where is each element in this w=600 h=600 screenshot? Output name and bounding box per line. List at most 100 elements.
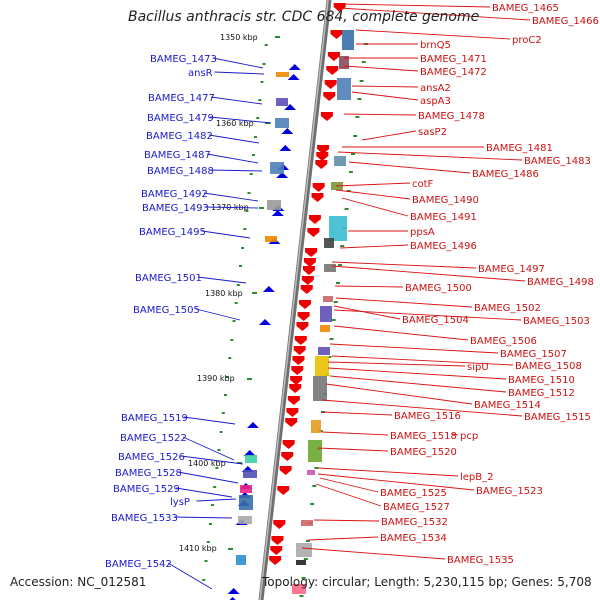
reverse-gene-arrow bbox=[293, 346, 306, 355]
right-leader-line bbox=[319, 477, 379, 493]
reverse-gene-arrow bbox=[311, 193, 324, 202]
forward-gene-arrow bbox=[287, 74, 300, 80]
left-gene-label: BAMEG_1528 bbox=[115, 468, 182, 479]
reverse-gene-arrow bbox=[290, 376, 303, 385]
reverse-gene-arrow bbox=[324, 80, 337, 89]
reverse-gene-arrow bbox=[297, 312, 310, 321]
reverse-gene-arrow bbox=[282, 440, 295, 449]
feature-block bbox=[239, 495, 253, 510]
feature-block bbox=[324, 238, 334, 248]
right-gene-label: BAMEG_1512 bbox=[508, 388, 575, 399]
right-gene-label: BAMEG_1498 bbox=[527, 277, 594, 288]
reverse-gene-arrow bbox=[316, 152, 329, 161]
right-gene-label: sasP2 bbox=[418, 127, 447, 138]
left-gene-label: BAMEG_1488 bbox=[147, 166, 214, 177]
left-leader-line bbox=[206, 153, 259, 164]
left-leader-line bbox=[201, 230, 251, 239]
right-leader-line bbox=[333, 305, 401, 320]
left-leader-line bbox=[173, 516, 233, 519]
right-leader-line bbox=[343, 65, 419, 72]
right-leader-line bbox=[327, 361, 466, 367]
left-gene-label: BAMEG_1522 bbox=[120, 433, 187, 444]
left-gene-label: ansR bbox=[188, 68, 213, 79]
left-gene-label: BAMEG_1501 bbox=[135, 273, 202, 284]
right-gene-label: BAMEG_1525 bbox=[380, 488, 447, 499]
feature-block bbox=[276, 98, 288, 106]
right-gene-label: ppsA bbox=[410, 227, 435, 238]
right-gene-label: BAMEG_1490 bbox=[412, 195, 479, 206]
right-gene-label: aspA3 bbox=[420, 96, 451, 107]
right-gene-label: cotF bbox=[412, 179, 434, 190]
right-leader-line bbox=[337, 151, 523, 161]
reverse-gene-arrow bbox=[333, 3, 346, 12]
left-gene-label: BAMEG_1482 bbox=[146, 131, 213, 142]
right-gene-label: BAMEG_1500 bbox=[405, 283, 472, 294]
left-leader-line bbox=[204, 206, 259, 209]
feature-block bbox=[323, 296, 333, 302]
reverse-gene-arrow bbox=[302, 266, 315, 275]
kbp-marker: 1390 kbp bbox=[197, 374, 235, 383]
left-leader-line bbox=[209, 116, 272, 124]
feature-block bbox=[315, 356, 329, 376]
right-gene-label: BAMEG_1527 bbox=[383, 502, 450, 513]
right-gene-label: BAMEG_1534 bbox=[380, 533, 447, 544]
reverse-gene-arrow bbox=[317, 145, 330, 154]
kbp-marker: 1410 kbp bbox=[179, 544, 217, 553]
right-gene-label: BAMEG_1486 bbox=[472, 169, 539, 180]
right-gene-label: BAMEG_1481 bbox=[486, 143, 553, 154]
left-gene-label: BAMEG_1533 bbox=[111, 513, 178, 524]
reverse-gene-arrow bbox=[327, 52, 340, 61]
left-leader-line bbox=[195, 308, 241, 321]
right-leader-line bbox=[327, 367, 507, 380]
right-leader-line bbox=[313, 519, 380, 522]
kbp-marker: 1350 kbp bbox=[220, 33, 258, 42]
reverse-gene-arrow bbox=[320, 112, 333, 121]
feature-block bbox=[311, 420, 321, 433]
accession-text: Accession: NC_012581 bbox=[10, 575, 147, 589]
reverse-gene-arrow bbox=[308, 215, 321, 224]
right-leader-line bbox=[317, 473, 475, 491]
forward-gene-arrow bbox=[247, 422, 259, 428]
right-leader-line bbox=[331, 261, 477, 269]
right-leader-line bbox=[329, 343, 499, 354]
right-gene-label: brnQ5 bbox=[420, 40, 451, 51]
reverse-gene-arrow bbox=[269, 556, 282, 565]
feature-block bbox=[308, 440, 322, 462]
left-gene-label: BAMEG_1526 bbox=[118, 452, 185, 463]
feature-block bbox=[270, 162, 284, 174]
left-gene-label: BAMEG_1487 bbox=[144, 150, 211, 161]
right-gene-label: ansA2 bbox=[420, 83, 451, 94]
forward-gene-arrow bbox=[284, 104, 297, 110]
feature-block bbox=[313, 376, 327, 401]
reverse-gene-arrow bbox=[285, 418, 298, 427]
topology-text: Topology: circular; Length: 5,230,115 bp… bbox=[262, 575, 592, 589]
right-leader-line bbox=[341, 197, 409, 217]
right-gene-label: BAMEG_1483 bbox=[524, 156, 591, 167]
reverse-gene-arrow bbox=[279, 466, 292, 475]
right-gene-label: BAMEG_1503 bbox=[523, 316, 590, 327]
kbp-marker: 1380 kbp bbox=[205, 289, 243, 298]
right-leader-line bbox=[451, 433, 459, 436]
right-leader-line bbox=[329, 375, 507, 393]
left-leader-line bbox=[175, 487, 233, 498]
right-gene-label: BAMEG_1472 bbox=[420, 67, 487, 78]
feature-block bbox=[236, 555, 246, 565]
genome-axis bbox=[258, 0, 332, 600]
left-leader-line bbox=[212, 57, 264, 69]
feature-block bbox=[275, 118, 289, 128]
right-leader-line bbox=[335, 189, 411, 200]
reverse-gene-arrow bbox=[271, 536, 284, 545]
left-leader-line bbox=[210, 96, 263, 105]
reverse-gene-arrow bbox=[286, 408, 299, 417]
left-gene-label: BAMEG_1473 bbox=[150, 54, 217, 65]
reverse-gene-arrow bbox=[305, 248, 318, 257]
feature-block bbox=[292, 584, 306, 594]
left-leader-line bbox=[203, 192, 259, 202]
forward-gene-arrow bbox=[229, 597, 236, 600]
left-leader-line bbox=[214, 71, 265, 75]
left-gene-label: BAMEG_1479 bbox=[147, 113, 214, 124]
left-gene-label: BAMEG_1529 bbox=[113, 484, 180, 495]
feature-block bbox=[324, 264, 336, 272]
